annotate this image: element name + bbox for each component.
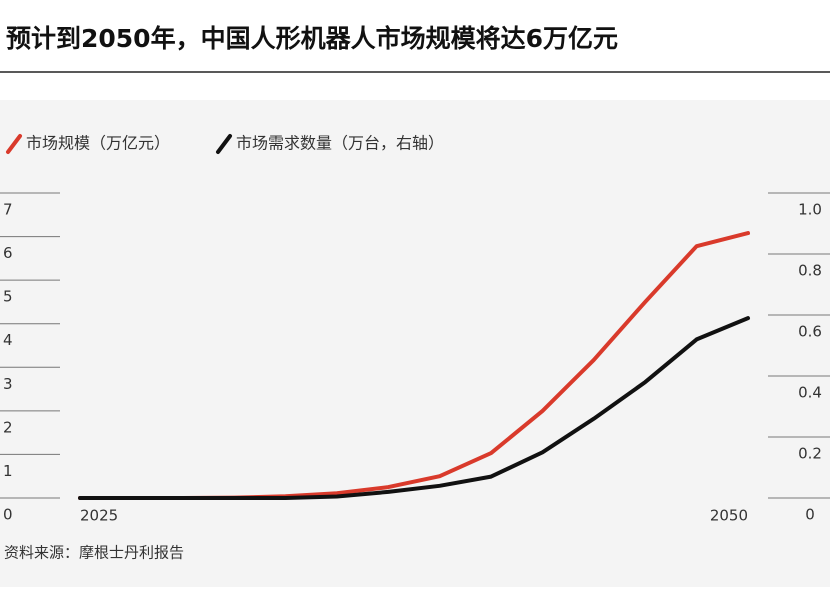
y-tick-label: 5: [3, 288, 13, 306]
legend-label: 市场规模（万亿元）: [26, 134, 170, 153]
y2-tick-label: 0.8: [798, 262, 822, 280]
source-note: 资料来源：摩根士丹利报告: [4, 544, 184, 562]
y2-tick-label: 1.0: [798, 201, 822, 219]
y2-tick-label: 0.4: [798, 384, 822, 402]
y-tick-label: 2: [3, 418, 13, 436]
x-tick-label: 2025: [80, 507, 118, 525]
legend-label: 市场需求数量（万台，右轴）: [236, 134, 444, 153]
y2-tick-label: 0: [805, 506, 815, 524]
y-tick-label: 7: [3, 201, 13, 219]
y-tick-label: 3: [3, 375, 13, 393]
legend-swatch: [216, 134, 232, 154]
y-tick-label: 0: [3, 506, 13, 524]
y-tick-label: 4: [3, 331, 13, 349]
legend-swatch: [6, 134, 22, 154]
y-tick-label: 6: [3, 244, 13, 262]
chart-background: [0, 100, 830, 587]
x-tick-label: 2050: [710, 507, 748, 525]
y2-tick-label: 0.2: [798, 445, 822, 463]
y-tick-label: 1: [3, 462, 13, 480]
chart-title: 预计到2050年，中国人形机器人市场规模将达6万亿元: [6, 24, 618, 53]
y2-tick-label: 0.6: [798, 323, 822, 341]
series-line: [78, 316, 750, 500]
